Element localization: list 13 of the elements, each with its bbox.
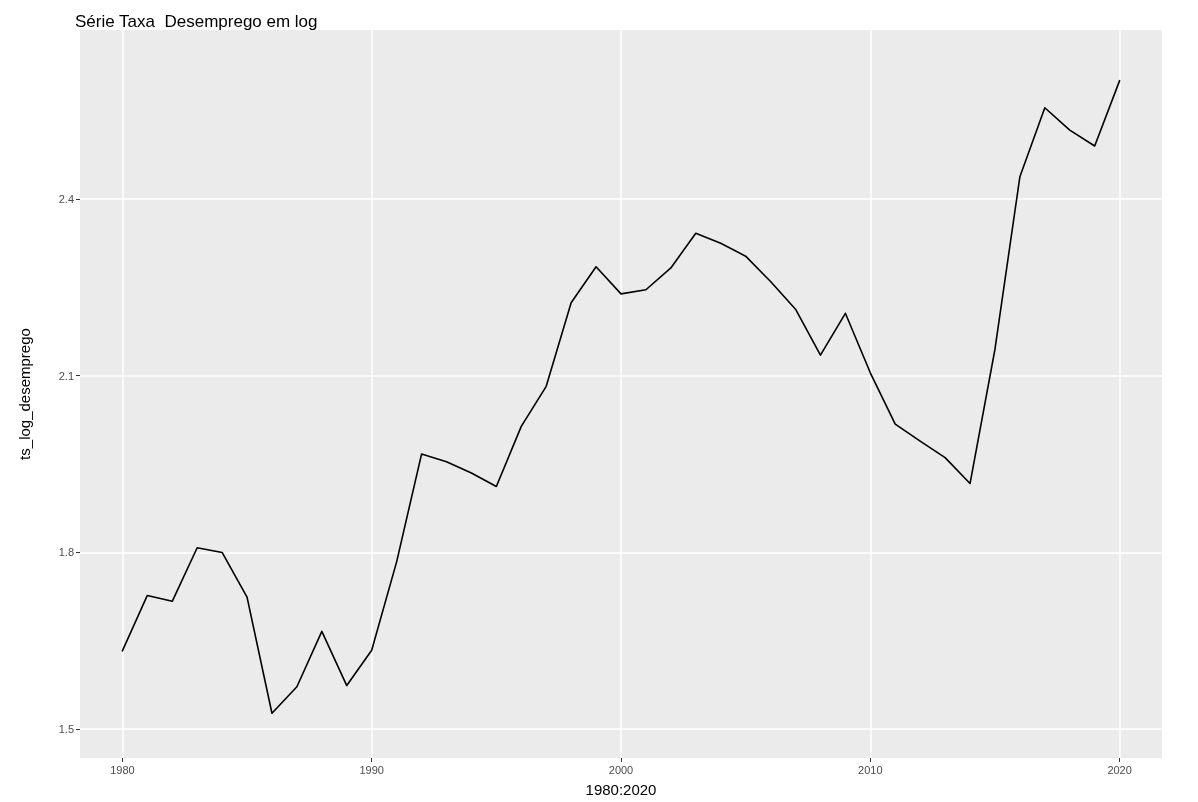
y-tick-label: 2.1 <box>58 369 74 382</box>
y-tick-label: 1.5 <box>58 723 74 736</box>
x-tick-label: 2000 <box>608 763 634 776</box>
x-tick-label: 2010 <box>858 763 883 776</box>
chart-title: Série Taxa Desemprego em log <box>75 12 318 31</box>
y-axis-title: ts_log_desemprego <box>16 328 33 460</box>
x-tick-label: 2020 <box>1107 763 1132 776</box>
line-series <box>121 79 1121 715</box>
y-tick-label: 2.4 <box>58 193 74 206</box>
y-tick-label: 1.8 <box>58 546 74 559</box>
x-axis-title: 1980:2020 <box>585 781 657 798</box>
x-tick-label: 1980 <box>110 763 135 776</box>
x-tick-label: 1990 <box>359 763 384 776</box>
